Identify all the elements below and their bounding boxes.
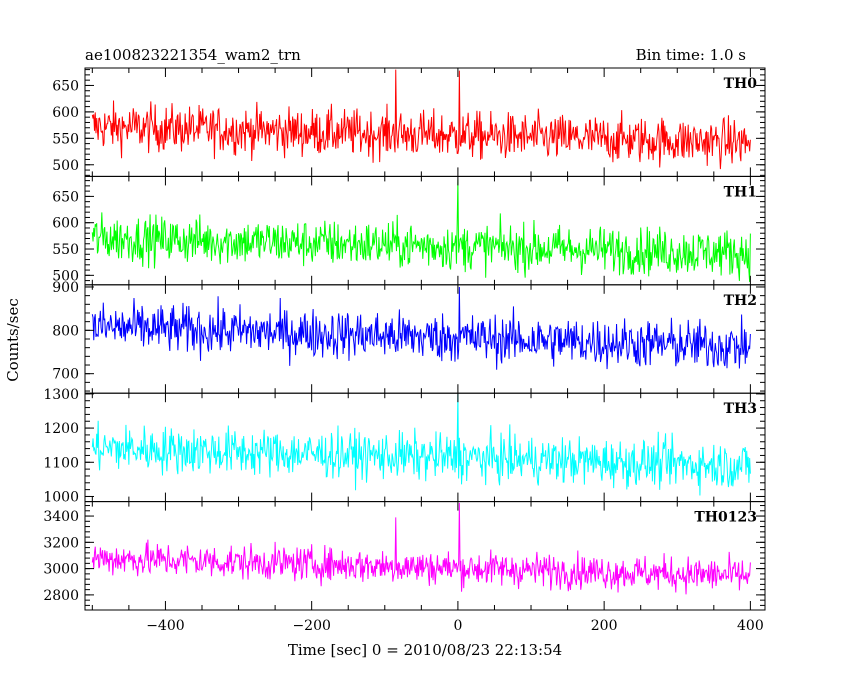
panel-label-th0: TH0 [724,76,758,92]
bin-time-label: Bin time: 1.0 s [636,46,746,64]
y-tick-label: 3200 [43,535,79,551]
panel-frame [84,175,766,286]
y-tick-label: 550 [52,131,79,147]
y-tick-label: 550 [52,242,79,258]
panel-frame [84,501,766,611]
x-axis-label: Time [sec] 0 = 2010/08/23 22:13:54 [288,641,562,659]
panel-label-th0123: TH0123 [694,510,757,526]
x-tick-label: 200 [591,618,618,634]
panel-label-th1: TH1 [724,184,757,200]
y-tick-label: 1300 [43,387,79,403]
y-tick-label: 600 [52,105,79,121]
x-tick-label: 0 [453,618,462,634]
y-tick-label: 1100 [43,455,79,471]
series-line-th0123 [91,502,751,595]
y-tick-label: 1000 [43,489,79,505]
y-tick-label: 900 [52,280,79,296]
x-tick-label: −200 [292,618,330,634]
y-tick-label: 2800 [43,588,79,604]
y-tick-label: 650 [52,78,79,94]
x-tick-label: −400 [146,618,184,634]
y-tick-label: 500 [52,158,79,174]
y-tick-label: 800 [52,323,79,339]
panels-group: 500 550 600 650 TH0 500 550 600 650 TH1 700 800 900 T… [43,67,766,634]
y-axis-label: Counts/sec [4,298,22,382]
series-line-th3 [91,393,751,496]
series-line-th0 [91,69,751,170]
y-tick-label: 700 [52,367,79,383]
panel-label-th2: TH2 [724,293,757,309]
series-line-th2 [91,286,751,370]
plot-title: ae100823221354_wam2_trn [85,46,301,64]
y-tick-label: 3000 [43,562,79,578]
y-tick-label: 600 [52,216,79,232]
y-tick-label: 1200 [43,421,79,437]
y-tick-label: 650 [52,189,79,205]
x-tick-label: 400 [737,618,764,634]
y-tick-label: 500 [52,268,79,284]
series-line-th1 [91,179,751,282]
panel-label-th3: TH3 [724,401,757,417]
y-tick-label: 3400 [43,509,79,525]
